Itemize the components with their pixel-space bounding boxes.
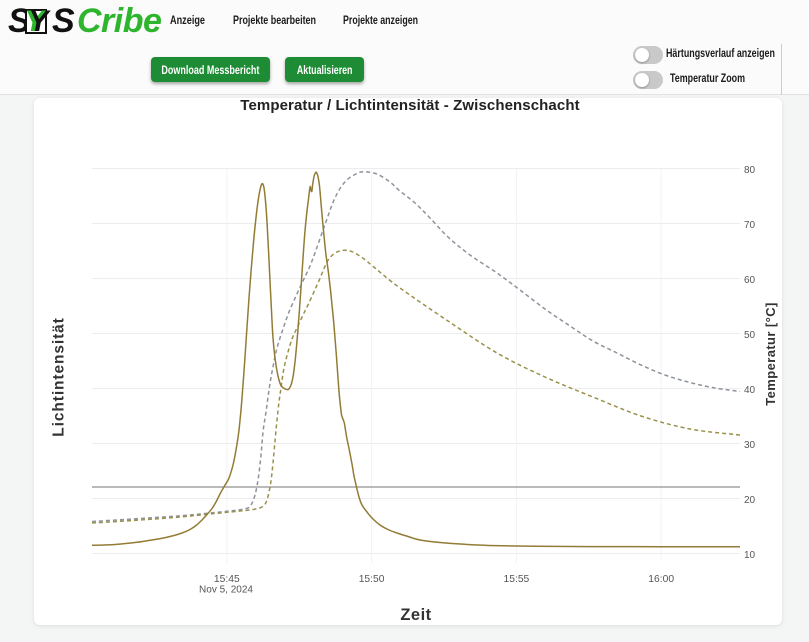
svg-text:Nov 5, 2024: Nov 5, 2024 (199, 585, 253, 596)
svg-text:15:50: 15:50 (359, 574, 385, 585)
svg-text:Temperatur [°C]: Temperatur [°C] (763, 302, 778, 405)
svg-text:Zeit: Zeit (400, 606, 431, 624)
svg-text:50: 50 (744, 330, 756, 341)
svg-text:15:55: 15:55 (504, 574, 530, 585)
svg-text:30: 30 (744, 440, 756, 451)
svg-text:70: 70 (744, 220, 756, 231)
svg-text:80: 80 (744, 165, 756, 176)
svg-text:60: 60 (744, 275, 756, 286)
svg-text:20: 20 (744, 495, 756, 506)
svg-text:10: 10 (744, 550, 756, 561)
svg-text:15:45: 15:45 (214, 574, 240, 585)
svg-text:Lichtintensität: Lichtintensität (51, 317, 68, 436)
svg-text:40: 40 (744, 385, 756, 396)
svg-text:16:00: 16:00 (648, 574, 674, 585)
